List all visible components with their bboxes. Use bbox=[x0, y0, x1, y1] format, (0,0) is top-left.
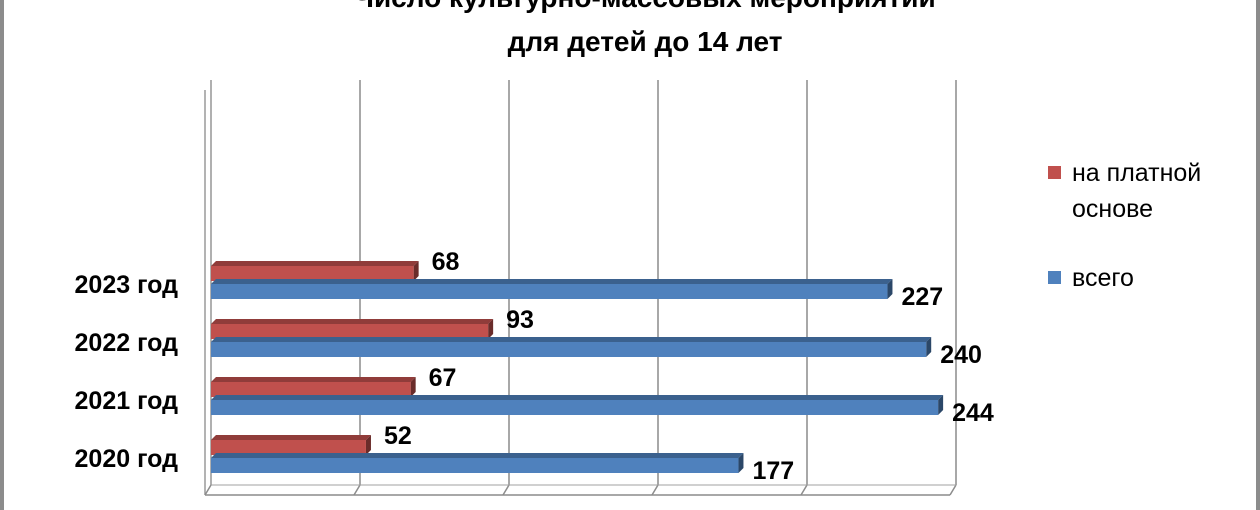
bar-total-top bbox=[211, 279, 893, 284]
bar-paid-end bbox=[410, 377, 416, 397]
legend-swatch-total bbox=[1048, 271, 1061, 284]
bar-total-end bbox=[926, 337, 932, 357]
data-label-total: 240 bbox=[940, 341, 982, 369]
category-label: 2022 год bbox=[75, 329, 179, 357]
bar-paid-end bbox=[413, 261, 419, 281]
data-label-paid: 93 bbox=[506, 306, 534, 334]
bar-total-end bbox=[887, 279, 893, 299]
bar-paid bbox=[211, 324, 489, 339]
data-label-paid: 67 bbox=[429, 364, 457, 392]
bar-paid bbox=[211, 382, 411, 397]
legend-swatch-paid bbox=[1048, 166, 1061, 179]
gridline-floor bbox=[353, 484, 361, 496]
chart-subtitle: для детей до 14 лет bbox=[507, 26, 783, 57]
bar-paid bbox=[211, 440, 366, 455]
legend-label-total: всего bbox=[1072, 264, 1134, 292]
bar-paid bbox=[211, 266, 414, 281]
bar-total-end bbox=[938, 395, 944, 415]
data-label-total: 227 bbox=[901, 283, 943, 311]
category-label: 2020 год bbox=[75, 445, 179, 473]
data-label-total: 177 bbox=[752, 457, 794, 485]
bar-paid-end bbox=[365, 435, 371, 455]
legend-label-paid: на платной основе bbox=[1072, 159, 1202, 223]
legend: на платной основе всего bbox=[1048, 155, 1248, 296]
bar-paid-end bbox=[488, 319, 494, 339]
chart-frame-left bbox=[0, 0, 4, 510]
bar-paid-top bbox=[211, 435, 371, 440]
bar-total-top bbox=[211, 337, 932, 342]
category-label: 2023 год bbox=[75, 271, 179, 299]
data-label-paid: 68 bbox=[432, 248, 460, 276]
chart-frame-right bbox=[1256, 0, 1260, 510]
bar-total-top bbox=[211, 453, 744, 458]
gridline-floor bbox=[949, 484, 957, 496]
chart-title: Число культурно-массовых мероприятий bbox=[0, 0, 1260, 16]
bar-total bbox=[211, 400, 939, 415]
legend-item-total: всего bbox=[1048, 260, 1248, 296]
gridline-floor bbox=[800, 484, 808, 496]
data-label-paid: 52 bbox=[384, 422, 412, 450]
bar-total-end bbox=[738, 453, 744, 473]
bar-total bbox=[211, 342, 927, 357]
bar-total bbox=[211, 458, 739, 473]
bar-paid-top bbox=[211, 377, 416, 382]
bar-total bbox=[211, 284, 888, 299]
data-label-total: 244 bbox=[952, 399, 994, 427]
gridline-floor bbox=[651, 484, 659, 496]
legend-item-paid: на платной основе bbox=[1048, 155, 1248, 227]
gridline-floor bbox=[502, 484, 510, 496]
gridline-floor bbox=[204, 484, 212, 496]
category-label: 2021 год bbox=[75, 387, 179, 415]
bar-paid-top bbox=[211, 319, 494, 324]
bar-paid-top bbox=[211, 261, 419, 266]
bar-total-top bbox=[211, 395, 944, 400]
